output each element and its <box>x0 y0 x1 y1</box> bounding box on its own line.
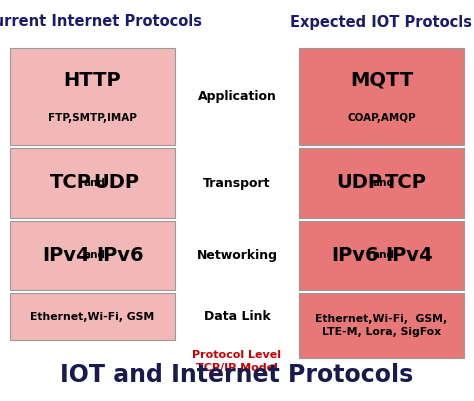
Bar <box>10 148 175 218</box>
Text: UDP: UDP <box>337 174 383 192</box>
Text: Ethernet,Wi-Fi, GSM: Ethernet,Wi-Fi, GSM <box>30 312 155 322</box>
Text: IPv4: IPv4 <box>43 246 91 265</box>
Text: Protocol Level
TCP/IP Model: Protocol Level TCP/IP Model <box>192 350 282 373</box>
Bar <box>10 48 175 145</box>
Text: Expected IOT Protocls: Expected IOT Protocls <box>291 14 473 30</box>
Text: TCP: TCP <box>384 174 427 192</box>
Bar <box>10 221 175 290</box>
Text: COAP,AMQP: COAP,AMQP <box>347 113 416 123</box>
Text: FTP,SMTP,IMAP: FTP,SMTP,IMAP <box>48 113 137 123</box>
Text: Networking: Networking <box>197 249 277 262</box>
Text: MQTT: MQTT <box>350 71 413 89</box>
Bar <box>299 221 464 290</box>
Text: and: and <box>83 251 106 261</box>
Text: Ethernet,Wi-Fi,  GSM,
LTE-M, Lora, SigFox: Ethernet,Wi-Fi, GSM, LTE-M, Lora, SigFox <box>315 314 447 337</box>
Text: Data Link: Data Link <box>204 310 270 323</box>
Bar <box>299 148 464 218</box>
Text: and: and <box>83 178 106 188</box>
Text: IPv6: IPv6 <box>332 246 379 265</box>
Bar <box>299 48 464 145</box>
Text: IPv4: IPv4 <box>386 246 433 265</box>
Text: Transport: Transport <box>203 176 271 190</box>
Text: Current Internet Protocols: Current Internet Protocols <box>0 14 202 30</box>
Text: and: and <box>373 251 394 261</box>
Bar <box>10 293 175 340</box>
Text: IOT and Internet Protocols: IOT and Internet Protocols <box>60 363 414 387</box>
Text: HTTP: HTTP <box>64 71 121 89</box>
Text: Application: Application <box>198 90 276 103</box>
Text: TCP: TCP <box>50 174 91 192</box>
Bar <box>299 293 464 358</box>
Text: UDP: UDP <box>93 174 139 192</box>
Text: and: and <box>373 178 394 188</box>
Text: IPv6: IPv6 <box>97 246 144 265</box>
